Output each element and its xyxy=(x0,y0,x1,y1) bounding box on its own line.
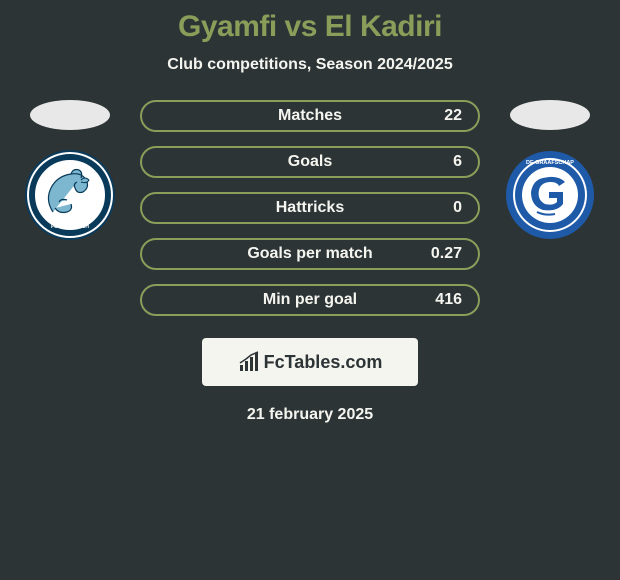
stat-row-goals: Goals 6 xyxy=(140,146,480,178)
svg-text:DE GRAAFSCHAP: DE GRAAFSCHAP xyxy=(526,160,574,166)
main-row: FC DEN BOSCH Matches 22 Goals 6 Hattrick… xyxy=(0,100,620,316)
stat-row-goals-per-match: Goals per match 0.27 xyxy=(140,238,480,270)
watermark-text: FcTables.com xyxy=(264,352,383,373)
stat-label: Goals per match xyxy=(247,245,372,263)
stat-value-right: 416 xyxy=(435,291,462,309)
page-title: Gyamfi vs El Kadiri xyxy=(178,10,442,44)
stat-label: Goals xyxy=(288,153,332,171)
left-player-column: FC DEN BOSCH xyxy=(20,100,120,240)
stat-label: Matches xyxy=(278,107,342,125)
stat-label: Hattricks xyxy=(276,199,344,217)
comparison-card: Gyamfi vs El Kadiri Club competitions, S… xyxy=(0,0,620,424)
svg-text:FC DEN BOSCH: FC DEN BOSCH xyxy=(51,224,89,230)
left-club-badge: FC DEN BOSCH xyxy=(25,150,115,240)
date: 21 february 2025 xyxy=(247,406,373,424)
subtitle: Club competitions, Season 2024/2025 xyxy=(167,56,452,74)
right-avatar-placeholder xyxy=(510,100,590,130)
stat-row-min-per-goal: Min per goal 416 xyxy=(140,284,480,316)
right-player-column: DE GRAAFSCHAP xyxy=(500,100,600,240)
stat-value-right: 22 xyxy=(444,107,462,125)
watermark[interactable]: FcTables.com xyxy=(202,338,418,386)
stat-row-hattricks: Hattricks 0 xyxy=(140,192,480,224)
stat-value-right: 0.27 xyxy=(431,245,462,263)
stat-value-right: 0 xyxy=(453,199,462,217)
stat-value-right: 6 xyxy=(453,153,462,171)
stats-column: Matches 22 Goals 6 Hattricks 0 Goals per… xyxy=(140,100,480,316)
den-bosch-badge-icon: FC DEN BOSCH xyxy=(25,150,115,240)
right-club-badge: DE GRAAFSCHAP xyxy=(505,150,595,240)
stat-row-matches: Matches 22 xyxy=(140,100,480,132)
left-avatar-placeholder xyxy=(30,100,110,130)
de-graafschap-badge-icon: DE GRAAFSCHAP xyxy=(505,150,595,240)
stat-label: Min per goal xyxy=(263,291,357,309)
chart-icon xyxy=(238,351,260,373)
